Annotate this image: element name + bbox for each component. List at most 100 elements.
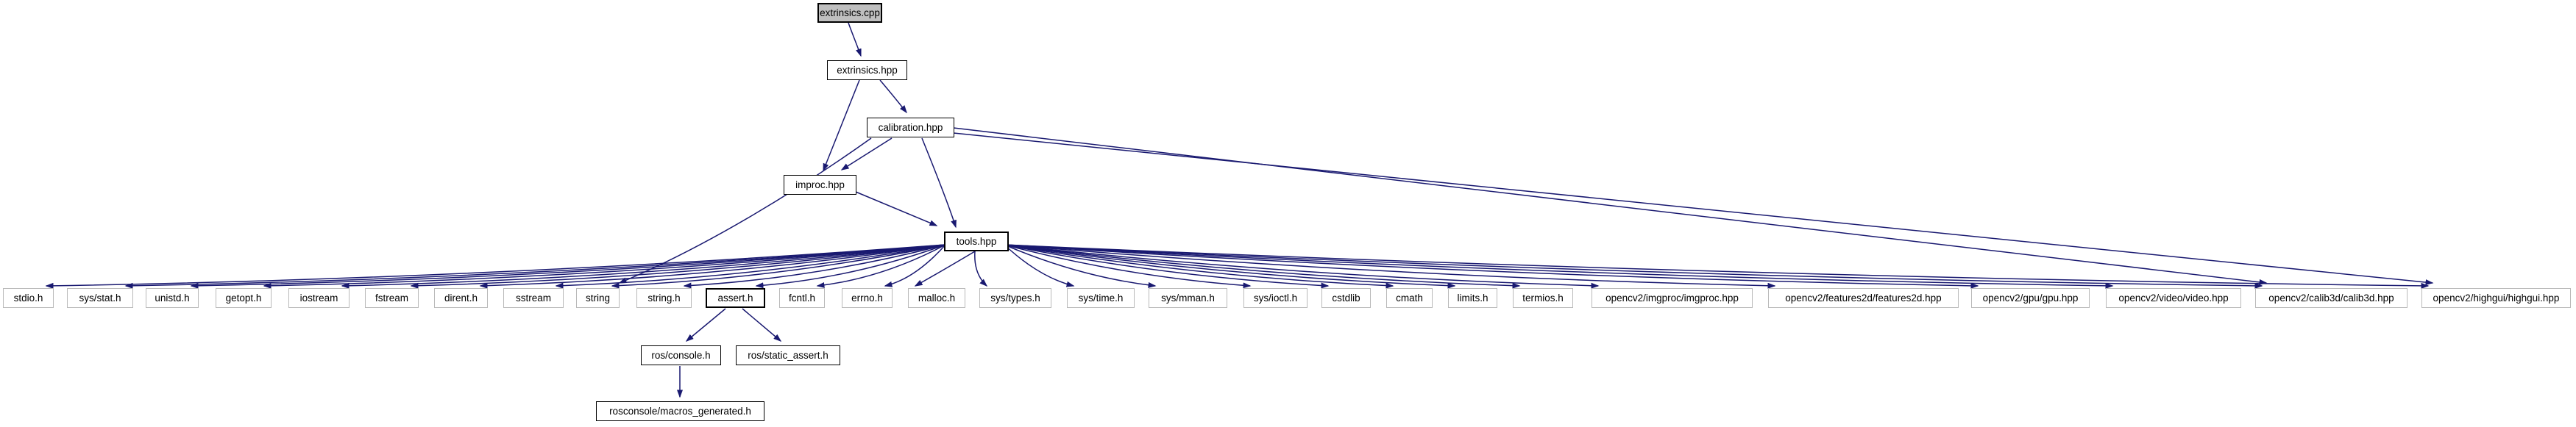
edge-tools-hpp-to-sys-stat-h bbox=[124, 244, 946, 289]
node-label: opencv2/gpu/gpu.hpp bbox=[1982, 293, 2079, 304]
node-label: opencv2/calib3d/calib3d.hpp bbox=[2268, 293, 2394, 304]
node-opencv2-features2d-features2d-hpp: opencv2/features2d/features2d.hpp bbox=[1768, 288, 1959, 308]
node-label: iostream bbox=[299, 293, 338, 304]
node-opencv2-imgproc-imgproc-hpp: opencv2/imgproc/imgproc.hpp bbox=[1592, 288, 1753, 308]
node-cstdlib: cstdlib bbox=[1321, 288, 1371, 308]
node-label: termios.h bbox=[1522, 293, 1564, 304]
node-label: ros/console.h bbox=[651, 350, 711, 361]
node-limits-h: limits.h bbox=[1448, 288, 1497, 308]
edge-tools-hpp-to-errno-h bbox=[884, 244, 946, 287]
node-unistd-h: unistd.h bbox=[146, 288, 199, 308]
edge-calibration-hpp-to-opencv2-calib3d-calib3d-hpp bbox=[953, 127, 2268, 285]
node-label: opencv2/imgproc/imgproc.hpp bbox=[1605, 293, 1739, 304]
node-label: sys/ioctl.h bbox=[1253, 293, 1298, 304]
node-calibration-hpp[interactable]: calibration.hpp bbox=[867, 118, 954, 137]
node-extrinsics-cpp: extrinsics.cpp bbox=[817, 3, 882, 23]
node-label: extrinsics.cpp bbox=[820, 7, 880, 18]
node-assert-h[interactable]: assert.h bbox=[706, 288, 765, 308]
node-label: extrinsics.hpp bbox=[837, 65, 898, 76]
edge-tools-hpp-to-opencv2-features2d-features2d-hpp bbox=[1004, 244, 1776, 289]
node-label: ros/static_assert.h bbox=[748, 350, 828, 361]
node-string-h: string.h bbox=[636, 288, 692, 308]
node-label: sys/mman.h bbox=[1161, 293, 1215, 304]
node-opencv2-video-video-hpp: opencv2/video/video.hpp bbox=[2106, 288, 2241, 308]
edge-tools-hpp-to-sys-ioctl-h bbox=[1004, 244, 1252, 289]
node-label: sstream bbox=[515, 293, 551, 304]
edge-tools-hpp-to-stdio-h bbox=[45, 244, 946, 289]
node-tools-hpp[interactable]: tools.hpp bbox=[944, 232, 1009, 251]
edge-assert-h-to-ros-console-h bbox=[685, 308, 726, 342]
node-sys-ioctl-h: sys/ioctl.h bbox=[1243, 288, 1307, 308]
node-label: limits.h bbox=[1457, 293, 1489, 304]
node-label: fcntl.h bbox=[788, 293, 816, 304]
edge-tools-hpp-to-fcntl-h bbox=[816, 244, 946, 288]
edge-extrinsics-cpp-to-extrinsics-hpp bbox=[848, 22, 862, 57]
edge-calibration-hpp-to-tools-hpp bbox=[921, 137, 957, 229]
node-getopt-h: getopt.h bbox=[216, 288, 272, 308]
node-label: opencv2/features2d/features2d.hpp bbox=[1785, 293, 1942, 304]
node-label: cmath bbox=[1396, 293, 1423, 304]
edge-tools-hpp-to-getopt-h bbox=[263, 244, 946, 289]
node-termios-h: termios.h bbox=[1513, 288, 1573, 308]
edge-calibration-hpp-to-opencv2-highgui-highgui-hpp bbox=[953, 132, 2434, 286]
node-sys-mman-h: sys/mman.h bbox=[1149, 288, 1227, 308]
edge-tools-hpp-to-assert-h bbox=[755, 244, 946, 289]
node-improc-hpp[interactable]: improc.hpp bbox=[784, 175, 856, 195]
node-cmath: cmath bbox=[1386, 288, 1433, 308]
node-label: opencv2/video/video.hpp bbox=[2118, 293, 2229, 304]
node-label: tools.hpp bbox=[956, 236, 997, 247]
node-label: errno.h bbox=[851, 293, 883, 304]
edge-tools-hpp-to-opencv2-highgui-highgui-hpp bbox=[1004, 244, 2430, 289]
edge-tools-hpp-to-dirent-h bbox=[479, 244, 946, 289]
edge-tools-hpp-to-cstdlib bbox=[1004, 244, 1330, 289]
edge-tools-hpp-to-string-h bbox=[683, 244, 946, 289]
node-label: string.h bbox=[647, 293, 681, 304]
node-label: stdio.h bbox=[13, 293, 43, 304]
edge-tools-hpp-to-sys-mman-h bbox=[1004, 244, 1157, 288]
node-string: string bbox=[576, 288, 620, 308]
edge-tools-hpp-to-limits-h bbox=[1004, 244, 1456, 289]
node-fstream: fstream bbox=[365, 288, 419, 308]
node-ros-static-assert-h[interactable]: ros/static_assert.h bbox=[736, 345, 840, 365]
node-rosconsole-macros-generated-h[interactable]: rosconsole/macros_generated.h bbox=[596, 401, 764, 421]
node-iostream: iostream bbox=[288, 288, 350, 308]
node-label: sys/types.h bbox=[990, 293, 1040, 304]
node-fcntl-h: fcntl.h bbox=[779, 288, 825, 308]
edge-tools-hpp-to-opencv2-imgproc-imgproc-hpp bbox=[1004, 244, 1600, 289]
edge-tools-hpp-to-iostream bbox=[341, 244, 946, 289]
node-label: improc.hpp bbox=[795, 179, 845, 190]
edge-tools-hpp-to-sys-time-h bbox=[1004, 244, 1075, 287]
node-label: opencv2/highgui/highgui.hpp bbox=[2433, 293, 2560, 304]
edge-tools-hpp-to-unistd-h bbox=[190, 244, 946, 289]
node-label: fstream bbox=[375, 293, 408, 304]
edge-tools-hpp-to-string bbox=[611, 244, 946, 289]
edge-tools-hpp-to-opencv2-gpu-gpu-hpp bbox=[1004, 244, 1979, 289]
node-sys-time-h: sys/time.h bbox=[1067, 288, 1135, 308]
node-label: cstdlib bbox=[1332, 293, 1360, 304]
node-label: dirent.h bbox=[444, 293, 478, 304]
node-label: string bbox=[585, 293, 610, 304]
node-errno-h: errno.h bbox=[842, 288, 893, 308]
node-label: unistd.h bbox=[155, 293, 190, 304]
node-sys-types-h: sys/types.h bbox=[979, 288, 1051, 308]
node-sstream: sstream bbox=[503, 288, 564, 308]
edge-tools-hpp-to-malloc-h bbox=[914, 251, 976, 287]
node-stdio-h: stdio.h bbox=[3, 288, 54, 308]
node-extrinsics-hpp[interactable]: extrinsics.hpp bbox=[827, 60, 907, 80]
node-label: assert.h bbox=[717, 293, 753, 304]
node-ros-console-h[interactable]: ros/console.h bbox=[641, 345, 721, 365]
edge-improc-hpp-to-tools-hpp bbox=[855, 191, 938, 226]
edge-calibration-hpp-to-improc-hpp bbox=[840, 137, 893, 171]
node-sys-stat-h: sys/stat.h bbox=[67, 288, 133, 308]
edge-tools-hpp-to-opencv2-video-video-hpp bbox=[1004, 244, 2114, 289]
node-opencv2-gpu-gpu-hpp: opencv2/gpu/gpu.hpp bbox=[1971, 288, 2090, 308]
edge-tools-hpp-to-sstream bbox=[555, 244, 946, 289]
node-dirent-h: dirent.h bbox=[434, 288, 488, 308]
node-label: sys/stat.h bbox=[79, 293, 121, 304]
edge-tools-hpp-to-opencv2-calib3d-calib3d-hpp bbox=[1004, 244, 2263, 289]
edge-tools-hpp-to-sys-types-h bbox=[974, 251, 988, 287]
node-label: getopt.h bbox=[225, 293, 262, 304]
node-label: rosconsole/macros_generated.h bbox=[609, 406, 751, 417]
